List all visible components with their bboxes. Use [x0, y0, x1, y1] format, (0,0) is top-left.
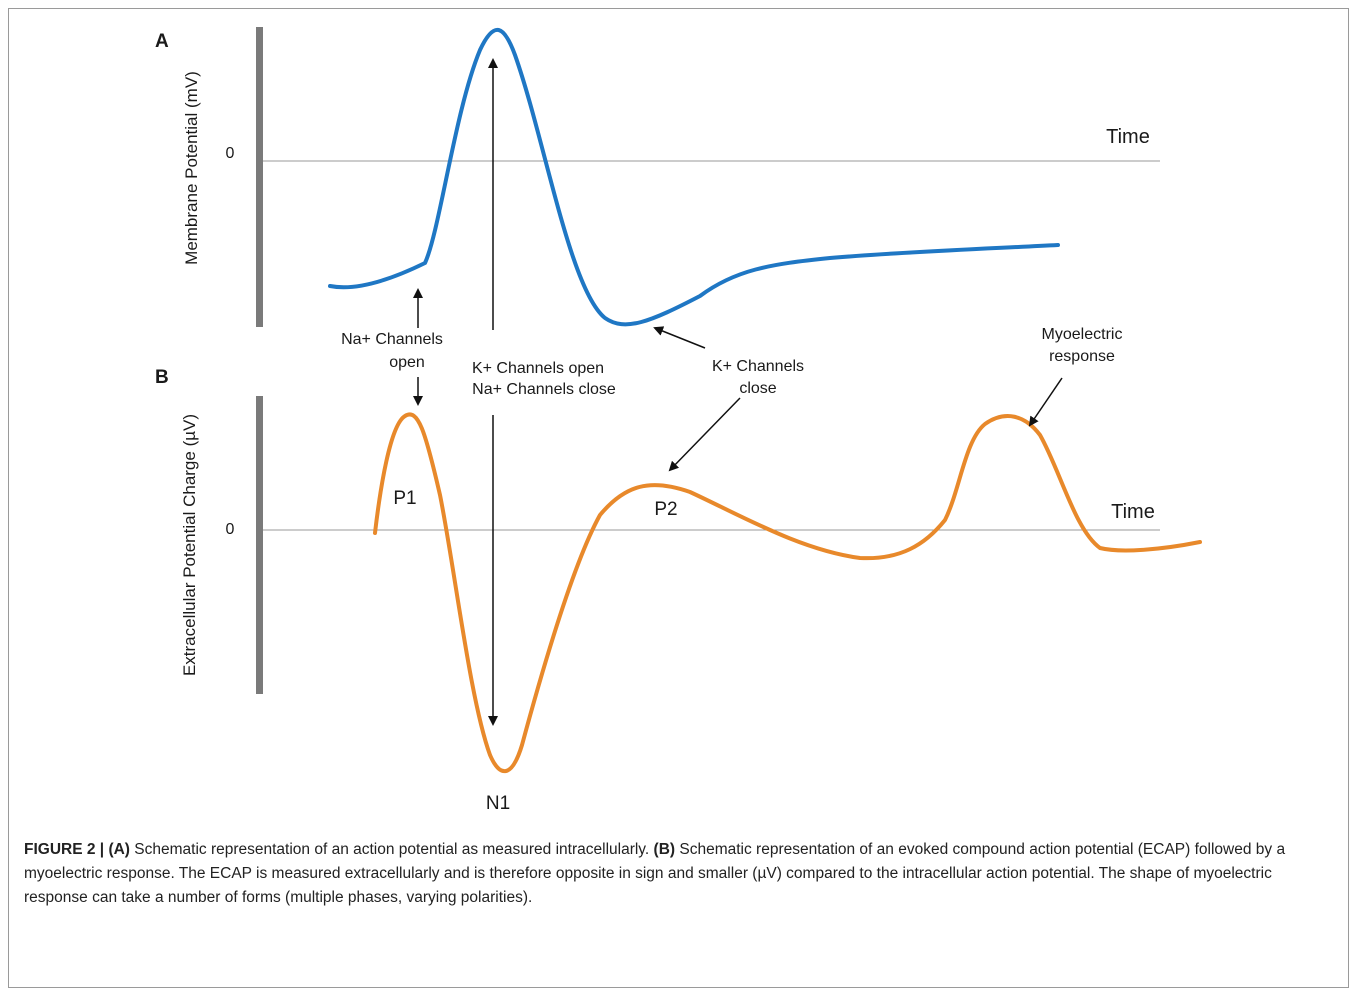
panel-a-ylabel: Membrane Potential (mV)	[182, 71, 201, 265]
na-open-label-line1: Na+ Channels	[341, 331, 443, 348]
panel-b: B 0 Time Extracellular Potential Charge …	[155, 326, 1202, 814]
myoelectric-arrow	[1028, 377, 1063, 427]
k-open-label-line1: K+ Channels open	[472, 360, 604, 377]
p2-label: P2	[654, 499, 677, 520]
diagram: A 0 Time Membrane Potential (mV) Na+ Cha…	[155, 27, 1202, 814]
panel-b-letter: B	[155, 367, 169, 388]
panel-a-letter: A	[155, 31, 169, 52]
k-close-label-line1: K+ Channels	[712, 358, 804, 375]
k-close-arrow-a	[653, 326, 706, 349]
caption-figure-label: FIGURE 2 |	[24, 841, 109, 858]
panel-a: A 0 Time Membrane Potential (mV) Na+ Cha…	[155, 27, 1160, 398]
caption-part-a: (A)	[108, 841, 130, 858]
k-close-arrow-b	[668, 397, 741, 472]
caption-text-b: Schematic representation of an evoked co…	[24, 841, 1286, 906]
panel-a-y-axis	[256, 27, 263, 327]
panel-a-time-label: Time	[1106, 126, 1150, 148]
figure-caption: FIGURE 2 | (A) Schematic representation …	[24, 838, 1334, 910]
n1-label: N1	[486, 793, 510, 814]
myoelectric-label-line2: response	[1049, 348, 1115, 365]
p1-label: P1	[393, 488, 416, 509]
panel-a-zero-label: 0	[226, 145, 235, 162]
na-open-label-line2: open	[389, 354, 425, 371]
k-close-label-line2: close	[739, 380, 776, 397]
myoelectric-label-line1: Myoelectric	[1042, 326, 1123, 343]
k-open-label-line2: Na+ Channels close	[472, 381, 616, 398]
panel-b-zero-label: 0	[226, 521, 235, 538]
action-potential-curve	[328, 27, 1060, 327]
caption-text-a: Schematic representation of an action po…	[129, 841, 654, 858]
caption-part-b: (B)	[653, 841, 676, 858]
panel-b-time-label: Time	[1111, 501, 1155, 523]
panel-b-y-axis	[256, 396, 263, 694]
panel-b-ylabel: Extracellular Potential Charge (µV)	[180, 414, 199, 676]
ecap-curve	[373, 412, 1202, 774]
